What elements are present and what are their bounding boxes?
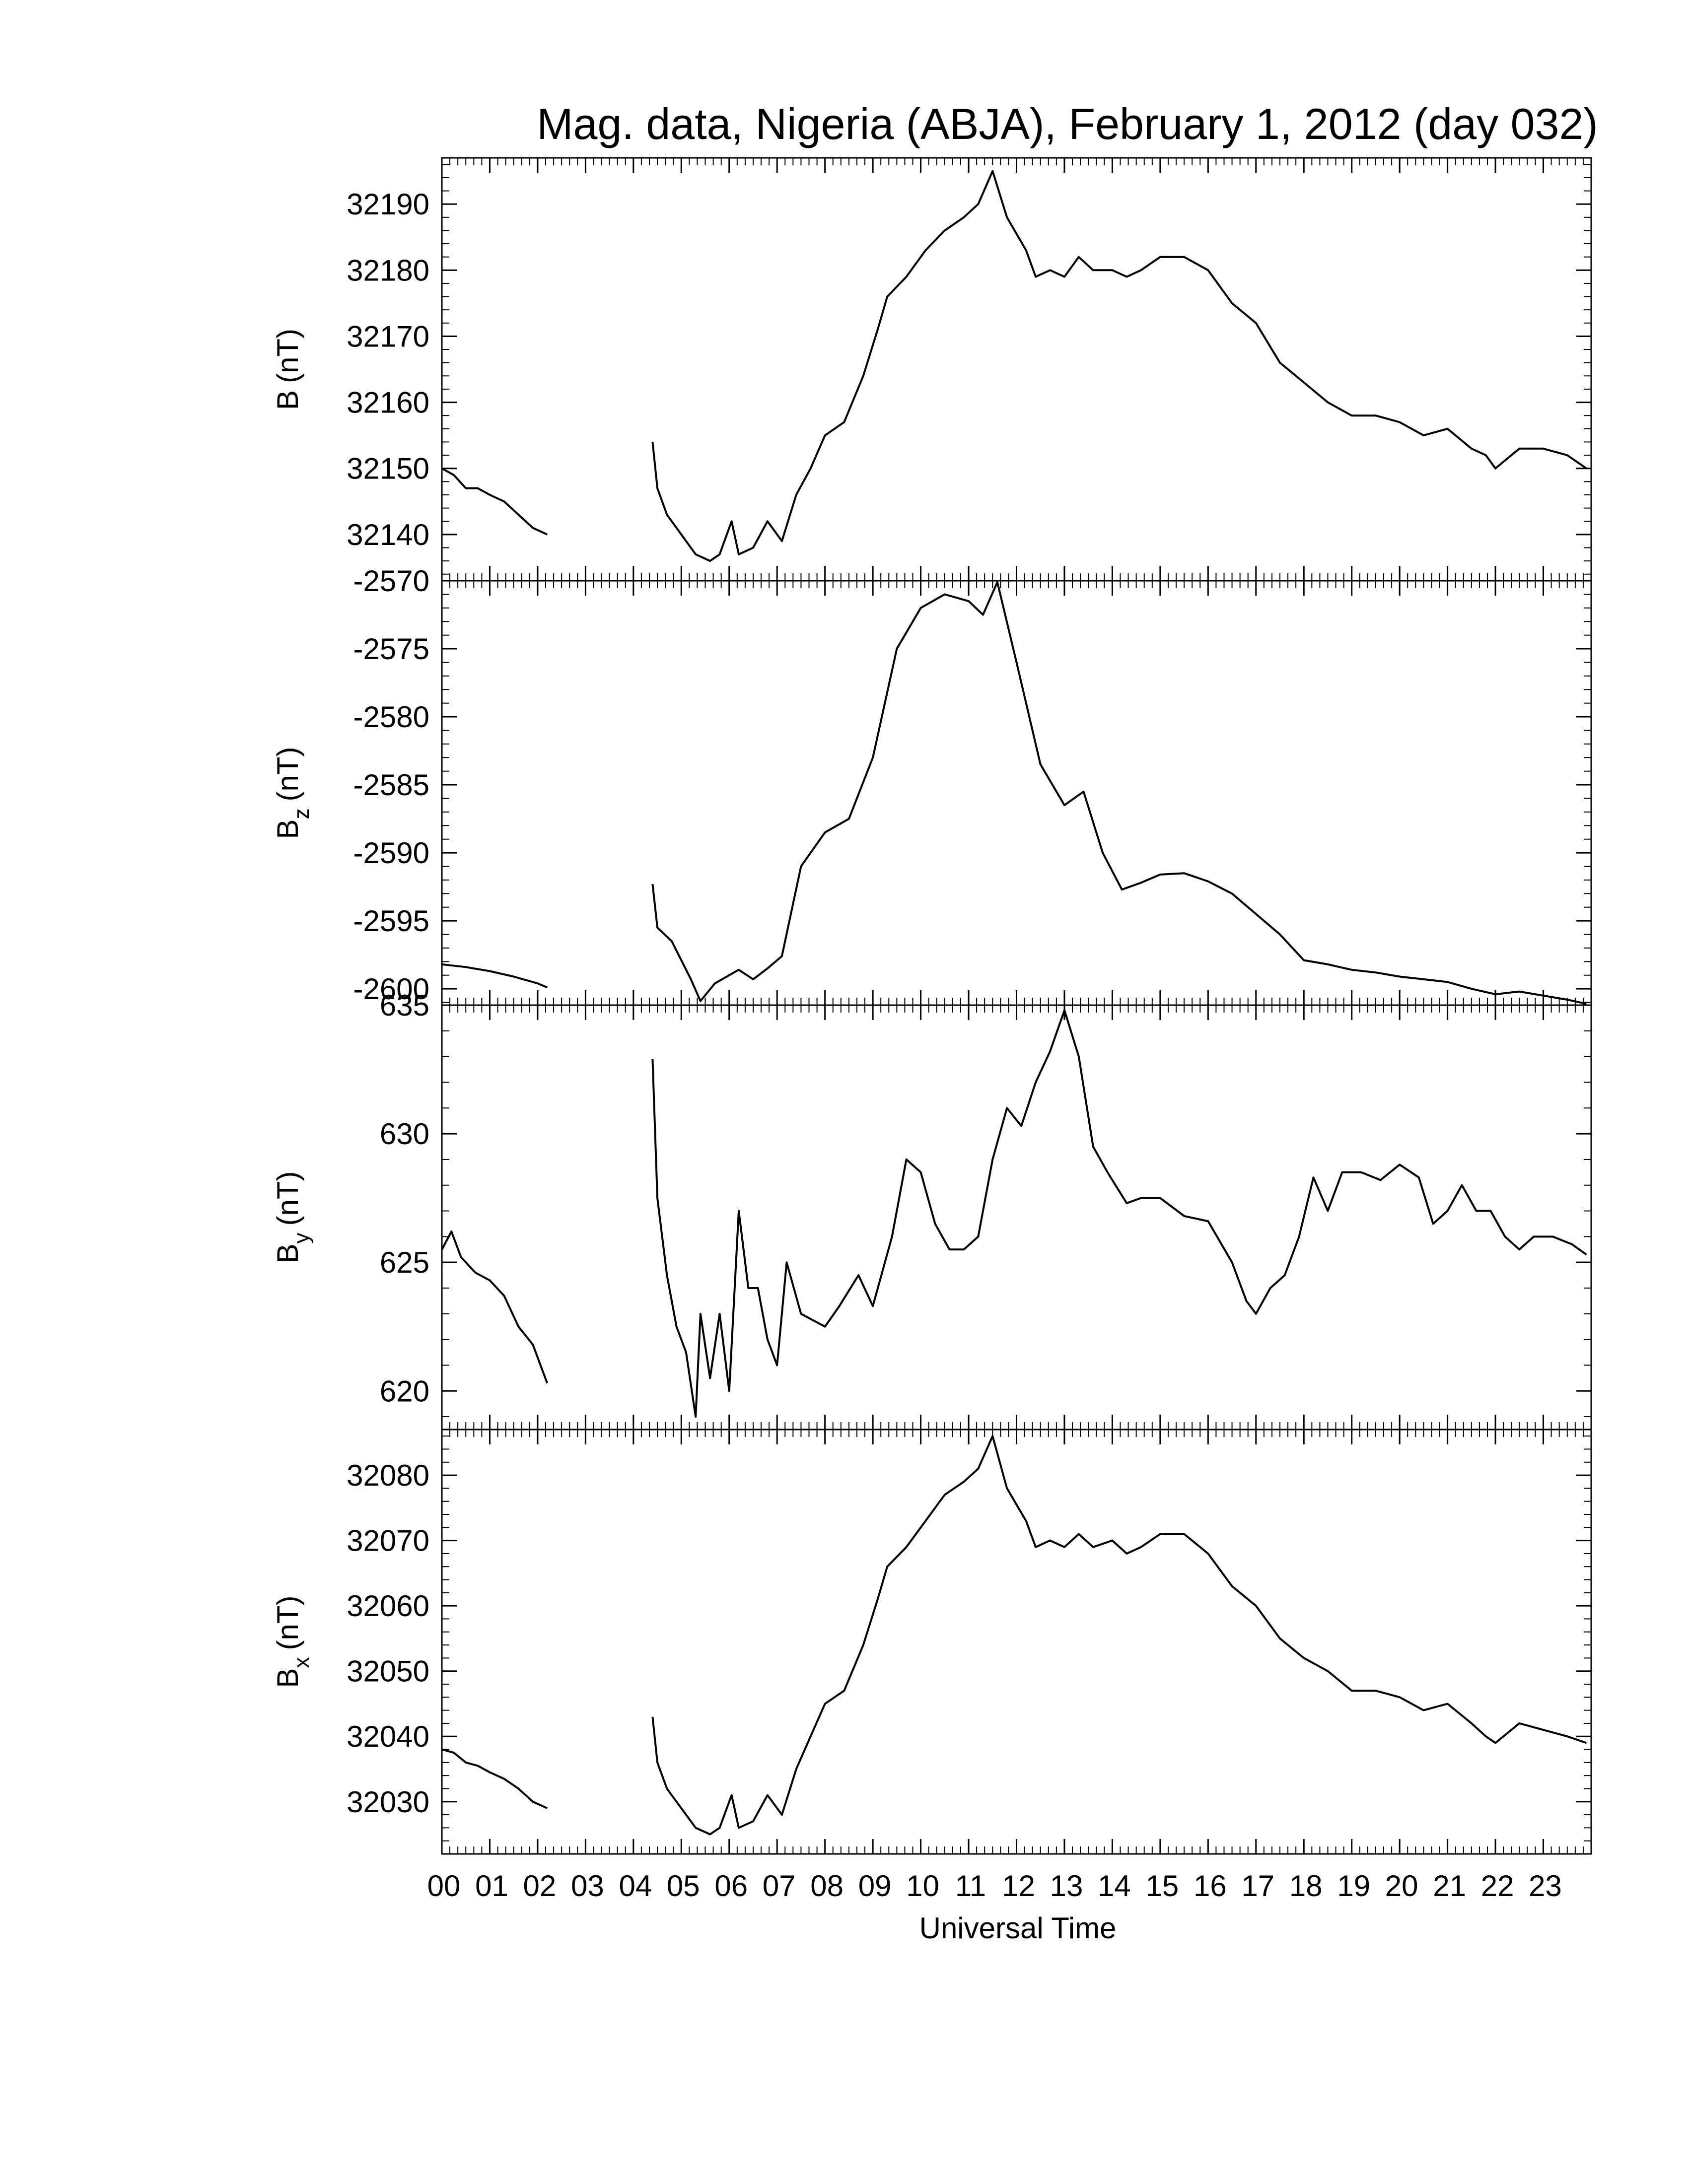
x-tick-label: 23 — [1529, 1869, 1562, 1903]
y-tick-label: 32160 — [347, 386, 429, 419]
x-tick-label: 03 — [571, 1869, 604, 1903]
y-axis-label: B (nT) — [271, 329, 304, 410]
y-axis-label: By (nT) — [271, 1171, 314, 1263]
y-tick-label: 630 — [380, 1117, 429, 1151]
x-tick-label: 01 — [475, 1869, 508, 1903]
y-tick-label: 32170 — [347, 320, 429, 353]
y-axis-label-subscript: x — [289, 1657, 314, 1668]
x-tick-label: 10 — [906, 1869, 939, 1903]
y-tick-label: -2580 — [353, 700, 429, 734]
x-tick-label: 22 — [1481, 1869, 1514, 1903]
series-line-1 — [441, 1748, 548, 1809]
y-tick-label: 620 — [380, 1374, 429, 1408]
x-tick-label: 19 — [1337, 1869, 1370, 1903]
y-tick-label: 32060 — [347, 1589, 429, 1623]
panel-2: -2600 -2595 -2590 -2585 -2580 -2575 -2570 Bz (nT… — [271, 564, 1592, 1006]
y-tick-label: 32080 — [347, 1459, 429, 1492]
x-tick-label: 17 — [1241, 1869, 1274, 1903]
y-axis-label-symbol: B — [271, 390, 304, 410]
x-axis-tick-labels: 00 01 02 03 04 05 06 07 08 09 10 11 12 13 14 15 16 17 18 19… — [427, 1869, 1562, 1903]
y-axis-label-unit: (nT) — [271, 329, 304, 383]
y-tick-label: -2600 — [353, 972, 429, 1006]
y-tick-label: 32040 — [347, 1720, 429, 1753]
y-axis-label-unit: (nT) — [271, 1171, 304, 1226]
y-tick-label: -2575 — [353, 632, 429, 666]
panels-group: 321403215032160321703218032190B(nT)-2600… — [271, 157, 1592, 1855]
x-axis-label: Universal Time — [919, 1911, 1117, 1945]
y-tick-label: 32180 — [347, 254, 429, 287]
x-tick-label: 00 — [427, 1869, 461, 1903]
y-tick-label: -2595 — [353, 904, 429, 938]
y-tick-label: 635 — [380, 989, 429, 1022]
y-axis-label-subscript: z — [289, 808, 314, 819]
y-axis-label-symbol: B — [271, 1668, 304, 1688]
x-tick-label: 12 — [1002, 1869, 1035, 1903]
y-axis-label-symbol: B — [271, 819, 304, 839]
series-line-1 — [441, 1230, 549, 1384]
panel-4: 32030 32040 32050 32060 32070 32080 Bx (nT) — [271, 1429, 1592, 1855]
series-line-2 — [651, 581, 1587, 1005]
x-tick-label: 15 — [1146, 1869, 1179, 1903]
series-line-2 — [651, 1435, 1587, 1836]
x-tick-label: 21 — [1433, 1869, 1466, 1903]
y-axis-label: Bz (nT) — [271, 747, 314, 839]
x-tick-label: 16 — [1194, 1869, 1227, 1903]
panel-3: 620 625 630 635 By (nT) — [271, 989, 1592, 1431]
series-line-1 — [441, 963, 548, 989]
x-tick-label: 20 — [1385, 1869, 1418, 1903]
series-line-1 — [441, 467, 548, 536]
y-axis-label-subscript: y — [289, 1232, 314, 1243]
x-tick-label: 06 — [714, 1869, 748, 1903]
y-tick-label: 32190 — [347, 188, 429, 221]
x-tick-label: 14 — [1098, 1869, 1131, 1903]
figure-title: Mag. data, Nigeria (ABJA), February 1, 2… — [537, 99, 1598, 148]
y-tick-label: -2585 — [353, 768, 429, 802]
series-line-2 — [651, 1009, 1587, 1418]
x-tick-label: 07 — [763, 1869, 796, 1903]
x-tick-label: 09 — [858, 1869, 892, 1903]
y-tick-label: 32140 — [347, 518, 429, 551]
y-tick-label: 32030 — [347, 1785, 429, 1819]
x-tick-label: 18 — [1289, 1869, 1323, 1903]
y-axis-label-symbol: B — [271, 1243, 304, 1263]
y-axis-label: Bx (nT) — [271, 1595, 314, 1688]
panel-1: 32140 32150 32160 32170 32180 32190 B (nT) — [271, 157, 1592, 582]
x-tick-label: 04 — [619, 1869, 652, 1903]
y-tick-label: 32050 — [347, 1655, 429, 1688]
y-tick-label: -2570 — [353, 564, 429, 598]
y-axis-label-unit: (nT) — [271, 747, 304, 801]
y-axis-label-unit: (nT) — [271, 1595, 304, 1650]
x-tick-label: 08 — [810, 1869, 844, 1903]
y-tick-label: -2590 — [353, 836, 429, 870]
x-tick-label: 11 — [955, 1869, 986, 1903]
series-line-2 — [651, 170, 1587, 562]
y-tick-label: 625 — [380, 1246, 429, 1279]
x-tick-label: 05 — [667, 1869, 700, 1903]
x-tick-label: 13 — [1050, 1869, 1083, 1903]
y-tick-label: 32150 — [347, 452, 429, 485]
y-tick-label: 32070 — [347, 1524, 429, 1558]
x-tick-label: 02 — [523, 1869, 557, 1903]
